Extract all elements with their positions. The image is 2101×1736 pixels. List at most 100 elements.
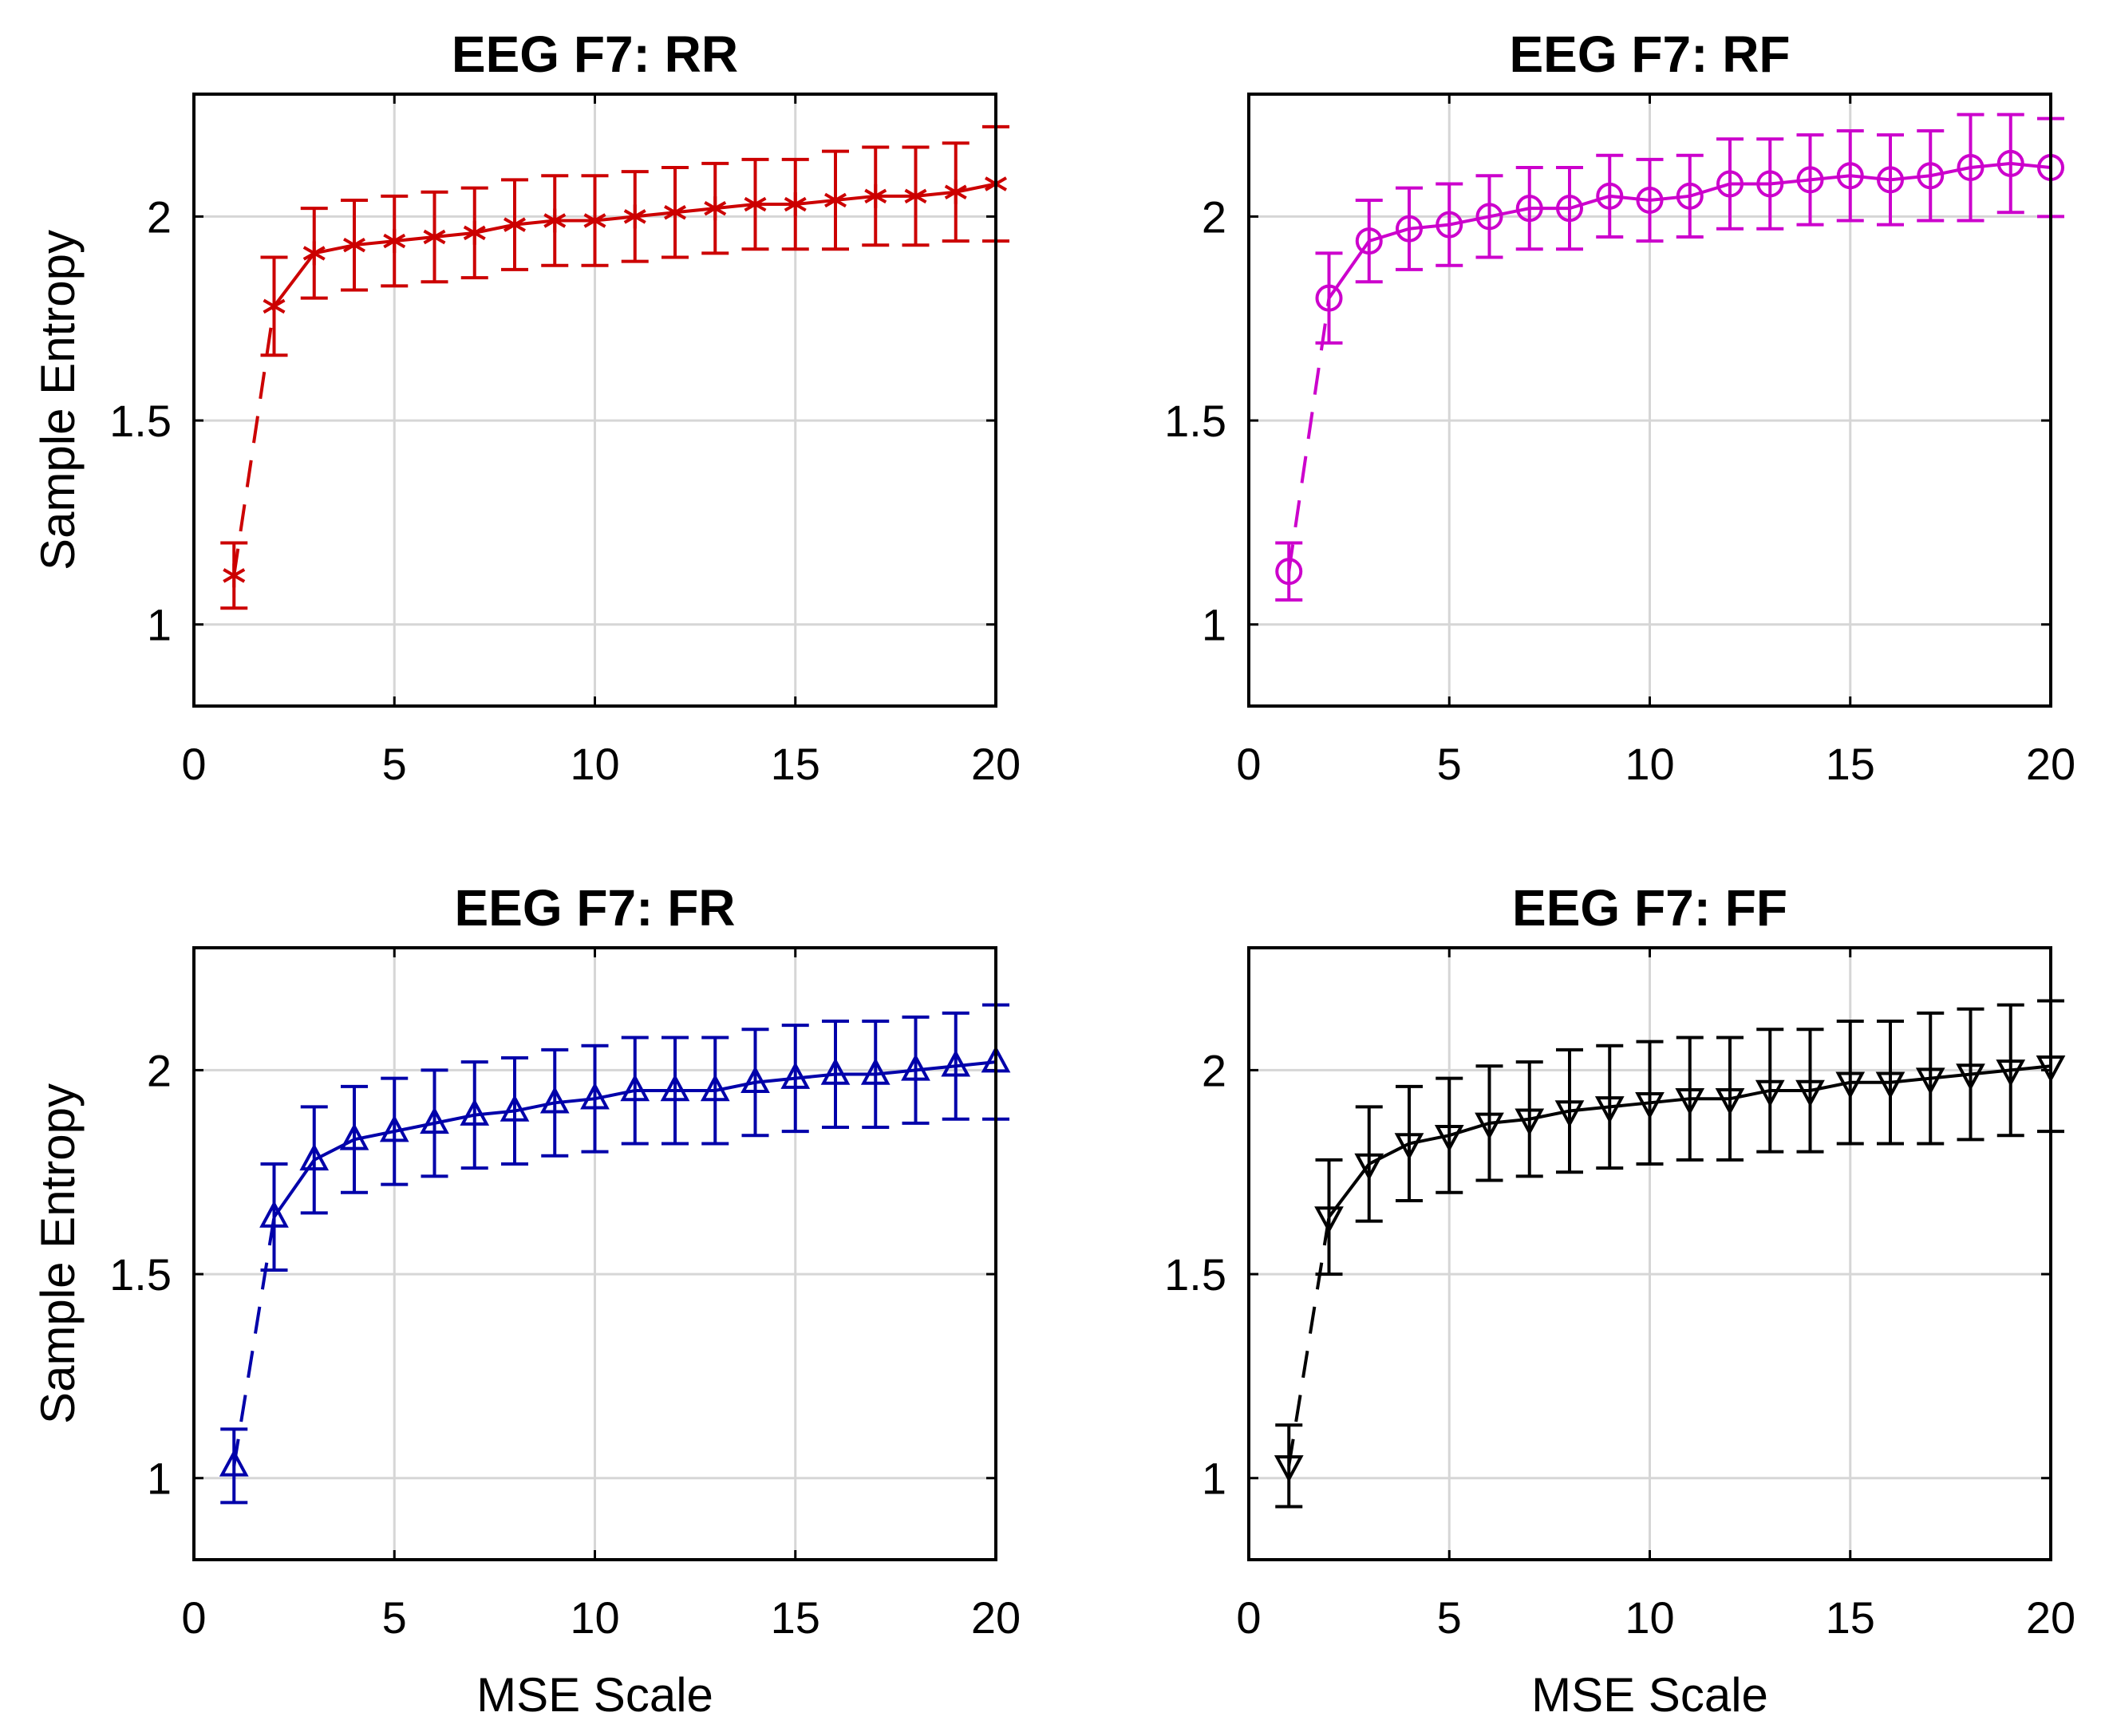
error-bar: [1596, 1044, 1624, 1170]
y-tick-label: 2: [1202, 1045, 1226, 1095]
triangle-up-marker: [539, 1086, 570, 1114]
x-tick-label: 15: [1826, 739, 1875, 789]
data-point: [504, 212, 526, 237]
data-point: [302, 241, 326, 266]
asterisk-marker-stroke: [383, 233, 406, 249]
x-tick-label: 10: [1625, 1592, 1674, 1643]
error-bar: [1556, 1048, 1583, 1174]
error-bar: [1716, 137, 1744, 231]
data-point: [420, 1107, 449, 1134]
error-bar: [1396, 1084, 1423, 1203]
x-tick-label: 10: [570, 1592, 619, 1643]
triangle-up-marker: [820, 1057, 851, 1085]
y-tick-label: 2: [147, 1045, 172, 1095]
triangle-down-marker: [1434, 1124, 1464, 1152]
asterisk-marker-stroke: [944, 184, 967, 199]
chart-panel-2: 0 5 10 15 20 1 1.5 2 EEG F7: RF: [1164, 26, 2075, 789]
circle-marker: [1436, 211, 1463, 239]
x-tick-label: 5: [1437, 739, 1462, 789]
data-point: [864, 183, 887, 208]
y-axis-label: Sample Entropy: [31, 1083, 85, 1424]
data-point: [423, 224, 446, 249]
y-axis-label: Sample Entropy: [31, 230, 85, 570]
data-point: [1475, 1112, 1504, 1140]
circle-marker: [1556, 195, 1583, 223]
data-point: [1515, 195, 1543, 223]
data-point: [664, 200, 686, 225]
asterisk-marker-stroke: [824, 192, 847, 208]
error-bar: [1676, 153, 1704, 239]
x-tick-label: 10: [1625, 739, 1674, 789]
triangle-up-marker: [379, 1115, 409, 1142]
triangle-down-marker: [1956, 1063, 1985, 1091]
triangle-up-marker: [700, 1074, 730, 1102]
error-bar: [862, 1020, 890, 1129]
circle-marker: [1636, 186, 1664, 214]
data-point: [1275, 558, 1303, 586]
asterisk-marker-stroke: [543, 213, 567, 228]
axes-box: [192, 93, 997, 708]
data-point: [460, 1098, 490, 1126]
x-tick-label: 0: [1236, 1592, 1261, 1643]
error-bar: [1836, 1020, 1864, 1146]
data-point: [1835, 1071, 1866, 1099]
circle-marker: [1676, 182, 1704, 210]
y-tick-label: 1.5: [109, 396, 172, 446]
series-line-dashed: [232, 306, 276, 576]
error-bar: [1475, 174, 1503, 259]
y-tick-label: 2: [147, 191, 172, 242]
data-point: [901, 1053, 930, 1081]
triangle-down-marker: [1996, 1059, 2026, 1087]
triangle-up-marker: [780, 1061, 811, 1089]
asterisk-marker-stroke: [623, 209, 646, 224]
x-tick-label: 20: [2026, 739, 2075, 789]
data-point: [1315, 284, 1343, 312]
error-bar: [1315, 251, 1343, 345]
data-point: [620, 1074, 650, 1102]
data-point: [543, 208, 567, 233]
triangle-up-marker: [219, 1449, 249, 1477]
error-bar: [1515, 166, 1543, 251]
error-bar: [1836, 129, 1864, 223]
data-point: [1434, 1124, 1464, 1152]
data-point: [1675, 1087, 1705, 1115]
y-tick-label: 1.5: [1164, 396, 1226, 446]
data-point: [1635, 1092, 1665, 1120]
data-point: [1596, 182, 1624, 210]
data-point: [1515, 1108, 1545, 1136]
data-point: [1436, 211, 1463, 239]
y-tick-label: 1: [147, 1454, 172, 1504]
data-point: [1756, 170, 1784, 198]
data-point: [580, 1082, 610, 1110]
data-point: [660, 1074, 690, 1102]
error-bar: [661, 1036, 689, 1146]
error-bar: [1877, 1020, 1904, 1146]
error-bar: [1796, 1028, 1824, 1154]
error-bar: [1917, 1011, 1945, 1146]
error-bar: [781, 1024, 809, 1134]
data-point: [1996, 149, 2024, 177]
triangle-down-marker: [1475, 1112, 1504, 1140]
x-tick-label: 20: [2026, 1592, 2075, 1643]
error-bar: [1917, 129, 1945, 223]
axes-box: [192, 946, 997, 1561]
triangle-up-marker: [660, 1074, 690, 1102]
circle-marker: [1515, 195, 1543, 223]
data-point: [1957, 154, 1984, 182]
triangle-down-marker: [1274, 1455, 1304, 1483]
chart-panel-4: 0 5 10 15 20 1 1.5 2 EEG F7: FF MSE Scale: [1164, 879, 2075, 1722]
triangle-up-marker: [460, 1098, 490, 1126]
triangle-up-marker: [740, 1066, 770, 1093]
triangle-up-marker: [500, 1094, 530, 1122]
data-series: [220, 124, 1009, 610]
error-bar: [1636, 1040, 1664, 1166]
data-point: [1956, 1063, 1985, 1091]
data-point: [339, 1122, 369, 1150]
data-point: [860, 1057, 891, 1085]
y-tick-label: 1: [1202, 1454, 1226, 1504]
triangle-down-marker: [1835, 1071, 1866, 1099]
data-point: [343, 233, 365, 258]
asterisk-marker-stroke: [302, 246, 326, 261]
triangle-up-marker: [299, 1143, 330, 1171]
